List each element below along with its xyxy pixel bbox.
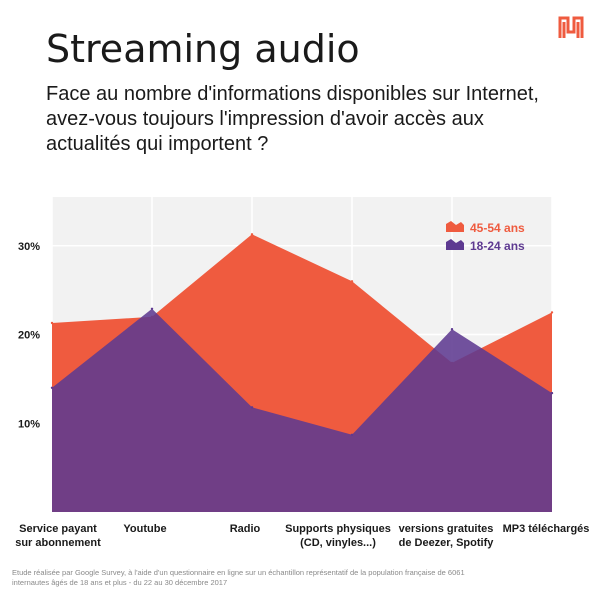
- y-tick-label: 30%: [18, 241, 40, 253]
- x-axis: Service payant sur abonnement Youtube Radio…: [15, 523, 589, 549]
- area-series-18-24-ans: [52, 308, 552, 512]
- x-category-label: versions gratuites de Deezer, Spotify: [399, 523, 495, 549]
- x-category-label: Supports physiques (CD, vinyles...): [285, 523, 391, 549]
- data-point: [350, 433, 354, 436]
- data-point: [150, 307, 154, 310]
- source-note: Etude réalisée par Google Survey, à l'ai…: [12, 568, 465, 587]
- y-axis: 10% 20% 30%: [18, 241, 40, 430]
- data-point: [550, 311, 554, 314]
- x-category-label: Service payant sur abonnement: [15, 523, 101, 549]
- chart-areas: [50, 233, 554, 513]
- data-point: [250, 406, 254, 409]
- page-subtitle: Face au nombre d'informations disponible…: [46, 83, 539, 155]
- data-point: [50, 321, 54, 325]
- x-category-label: Youtube: [123, 523, 166, 535]
- brand-logo-icon: [558, 16, 584, 38]
- legend-label: 45-54 ans: [470, 221, 525, 235]
- data-point: [50, 386, 54, 389]
- data-point: [450, 328, 454, 331]
- legend-swatch-icon: [446, 221, 464, 232]
- x-category-label: MP3 téléchargés: [503, 523, 590, 535]
- y-tick-label: 20%: [18, 330, 40, 342]
- x-category-label: Radio: [230, 523, 261, 535]
- legend-swatch-icon: [446, 239, 464, 250]
- legend-label: 18-24 ans: [470, 239, 525, 253]
- data-point: [350, 280, 354, 283]
- y-tick-label: 10%: [18, 418, 40, 430]
- legend: 45-54 ans 18-24 ans: [446, 221, 525, 253]
- data-point: [250, 233, 254, 236]
- page-title: Streaming audio: [46, 27, 360, 71]
- data-point: [550, 391, 554, 395]
